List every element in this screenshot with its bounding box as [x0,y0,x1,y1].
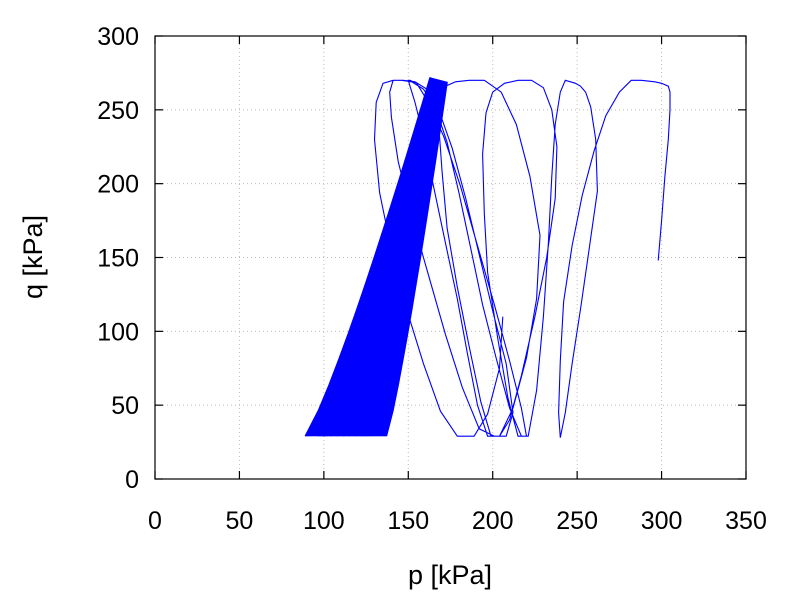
y-tick-label-0: 0 [125,466,139,494]
x-tick-label-200: 200 [472,507,514,535]
y-tick-label-50: 50 [111,392,139,420]
y-axis-title: q [kPa] [18,215,48,299]
stress-path-dense-band [304,77,448,437]
x-tick-label-100: 100 [303,507,345,535]
grid [155,36,746,479]
x-tick-label-350: 350 [725,507,767,535]
y-tick-labels: 0 50 100 150 200 250 300 [97,23,139,494]
y-tick-label-150: 150 [97,245,139,273]
y-tick-label-250: 250 [97,97,139,125]
series-line-0 [373,79,671,438]
x-axis-title: p [kPa] [408,560,492,590]
dense-cycle-band [304,77,448,437]
x-tick-label-300: 300 [641,507,683,535]
x-tick-labels: 0 50 100 150 200 250 300 350 [148,507,767,535]
x-tick-label-150: 150 [387,507,429,535]
stress-path-series [373,79,671,438]
y-tick-label-200: 200 [97,171,139,199]
y-tick-label-100: 100 [97,318,139,346]
x-tick-label-250: 250 [556,507,598,535]
x-tick-label-50: 50 [226,507,254,535]
x-tick-label-0: 0 [148,507,162,535]
y-tick-label-300: 300 [97,23,139,51]
axis-ticks [154,35,747,480]
